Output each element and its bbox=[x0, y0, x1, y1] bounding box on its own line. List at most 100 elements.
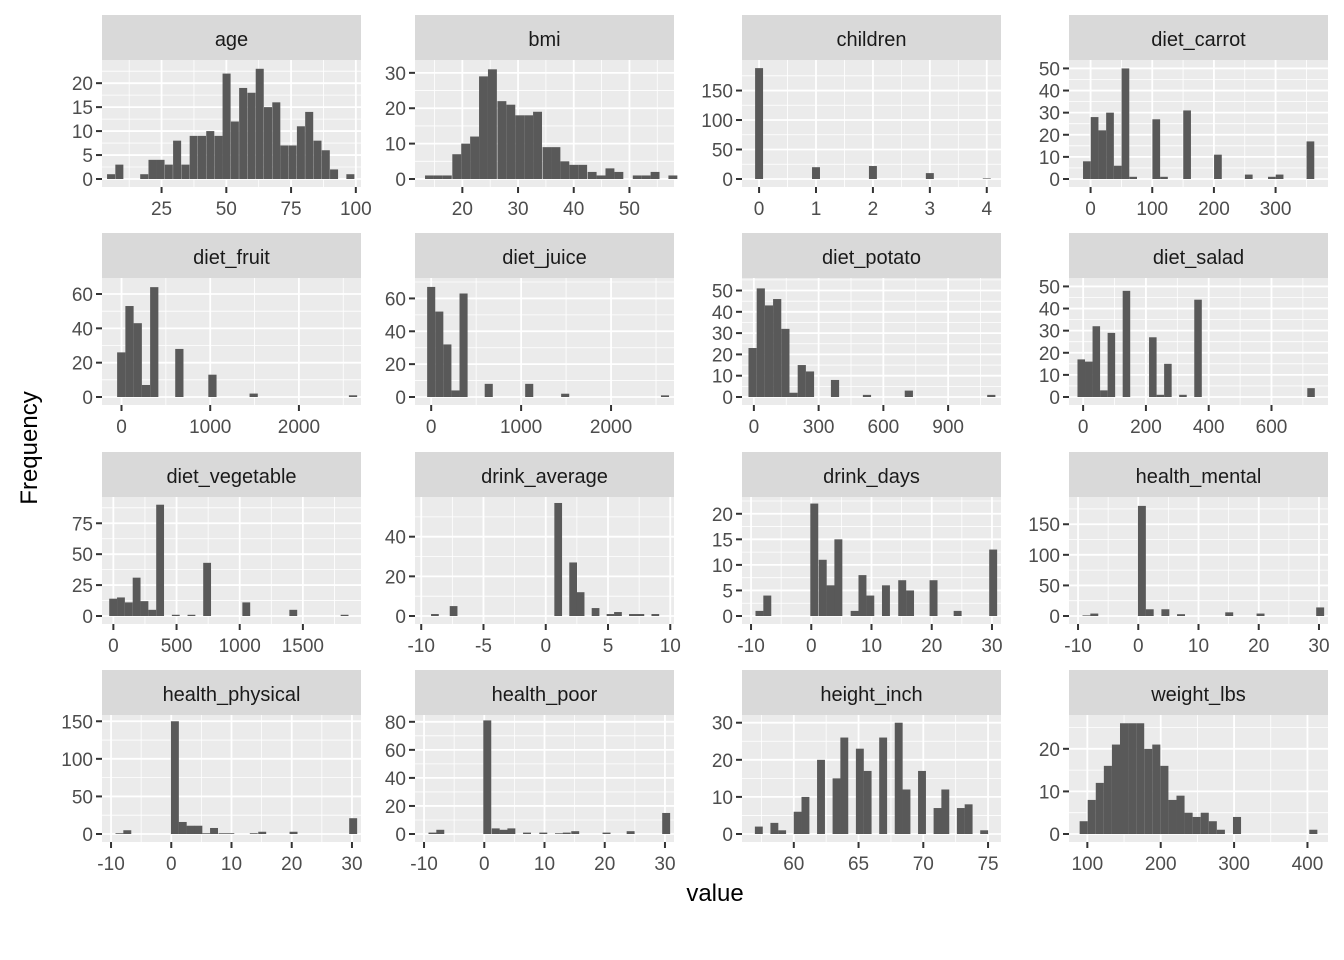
x-tick-label: 60 bbox=[783, 854, 804, 875]
y-tick-label: 20 bbox=[385, 355, 406, 376]
facet-strip-label: diet_carrot bbox=[1151, 29, 1246, 51]
facet-strip bbox=[102, 15, 361, 60]
histogram-bar bbox=[904, 390, 913, 397]
histogram-bar bbox=[1164, 363, 1172, 397]
histogram-bar bbox=[1111, 744, 1120, 834]
facet-strip-label: height_inch bbox=[820, 684, 922, 706]
y-tick-label: 0 bbox=[82, 825, 93, 846]
y-tick-label: 40 bbox=[1039, 82, 1060, 103]
histogram-bar bbox=[349, 818, 358, 834]
histogram-bar bbox=[626, 831, 635, 834]
histogram-bar bbox=[1309, 829, 1318, 834]
histogram-bar bbox=[755, 68, 764, 179]
histogram-bar bbox=[748, 348, 757, 397]
histogram-bar bbox=[789, 392, 798, 397]
y-tick-label: 20 bbox=[385, 567, 406, 588]
histogram-bar bbox=[313, 140, 322, 179]
histogram-bar bbox=[1106, 112, 1114, 179]
x-tick-label: 300 bbox=[803, 417, 835, 438]
y-tick-label: 20 bbox=[385, 797, 406, 818]
y-tick-label: 10 bbox=[712, 367, 733, 388]
x-tick-label: 500 bbox=[161, 636, 193, 657]
x-tick-label: 600 bbox=[868, 417, 900, 438]
y-tick-label: 150 bbox=[701, 82, 733, 103]
histogram-bar bbox=[107, 174, 116, 179]
histogram-bar bbox=[1307, 388, 1315, 397]
histogram-bar bbox=[866, 595, 875, 616]
y-tick-label: 20 bbox=[712, 505, 733, 526]
y-tick-label: 10 bbox=[1039, 148, 1060, 169]
y-tick-label: 0 bbox=[722, 825, 733, 846]
histogram-bar bbox=[1268, 176, 1276, 179]
plot-background bbox=[102, 278, 361, 405]
histogram-bar bbox=[115, 833, 124, 834]
histogram-bar bbox=[1087, 799, 1096, 834]
histogram-bar bbox=[925, 173, 934, 179]
y-tick-label: 0 bbox=[82, 607, 93, 628]
histogram-bar bbox=[258, 831, 267, 834]
y-tick-label: 10 bbox=[1039, 782, 1060, 803]
histogram-bar bbox=[206, 131, 215, 179]
histogram-bar bbox=[484, 383, 493, 397]
histogram-bar bbox=[632, 175, 642, 179]
histogram-bar bbox=[523, 832, 532, 834]
y-tick-label: 20 bbox=[1039, 740, 1060, 761]
histogram-bar bbox=[1256, 613, 1265, 616]
plot-background bbox=[415, 497, 674, 624]
y-tick-label: 20 bbox=[385, 99, 406, 120]
plot-background bbox=[415, 278, 674, 405]
facet-strip bbox=[742, 15, 1001, 60]
histogram-bar bbox=[218, 833, 227, 834]
x-tick-label: 75 bbox=[280, 199, 301, 220]
histogram-bar bbox=[247, 92, 256, 179]
histogram-bar bbox=[340, 614, 349, 616]
histogram-bar bbox=[124, 602, 133, 616]
histogram-bar bbox=[933, 808, 942, 834]
histogram-bar bbox=[1179, 394, 1187, 397]
histogram-bar bbox=[132, 577, 141, 616]
histogram-bar bbox=[1275, 174, 1284, 179]
facet-strip-label: bmi bbox=[528, 29, 560, 51]
x-tick-label: 400 bbox=[1292, 854, 1324, 875]
histogram-bar bbox=[1083, 161, 1091, 179]
histogram-bar bbox=[442, 175, 452, 179]
y-tick-label: 50 bbox=[1039, 59, 1060, 80]
x-tick-label: 300 bbox=[1260, 199, 1292, 220]
histogram-bar bbox=[242, 602, 251, 616]
x-tick-label: 0 bbox=[166, 854, 177, 875]
histogram-bar bbox=[487, 69, 497, 179]
histogram-bar bbox=[560, 161, 570, 179]
histogram-bar bbox=[109, 598, 118, 616]
histogram-bar bbox=[141, 384, 151, 397]
histogram-bar bbox=[499, 829, 508, 834]
histogram-bar bbox=[810, 503, 819, 616]
x-tick-label: 50 bbox=[216, 199, 237, 220]
x-tick-label: 75 bbox=[977, 854, 998, 875]
x-tick-label: 400 bbox=[1193, 417, 1225, 438]
x-tick-label: 0 bbox=[479, 854, 490, 875]
histogram-bar bbox=[1128, 723, 1137, 834]
histogram-bar bbox=[1214, 154, 1222, 179]
y-tick-label: 100 bbox=[61, 750, 93, 771]
histogram-bar bbox=[881, 585, 890, 616]
histogram-bar bbox=[461, 143, 471, 179]
histogram-bar bbox=[764, 305, 774, 397]
histogram-bar bbox=[542, 147, 552, 179]
histogram-bar bbox=[602, 832, 611, 834]
x-tick-label: 0 bbox=[108, 636, 119, 657]
histogram-bar bbox=[459, 293, 468, 397]
histogram-bar bbox=[662, 812, 671, 834]
histogram-bar bbox=[569, 164, 579, 179]
x-tick-label: 25 bbox=[151, 199, 172, 220]
y-tick-label: 10 bbox=[712, 556, 733, 577]
panel-height-inch: height_inch 0 10 20 30 60 65 70 75 bbox=[712, 670, 1001, 875]
x-tick-label: -10 bbox=[1064, 636, 1091, 657]
y-tick-label: 150 bbox=[1028, 515, 1060, 536]
histogram-bar bbox=[150, 287, 159, 397]
histogram-bar bbox=[427, 286, 436, 397]
x-tick-label: 20 bbox=[452, 199, 473, 220]
y-tick-label: 5 bbox=[722, 581, 733, 602]
x-tick-label: 0 bbox=[1085, 199, 1096, 220]
y-tick-label: 40 bbox=[385, 769, 406, 790]
